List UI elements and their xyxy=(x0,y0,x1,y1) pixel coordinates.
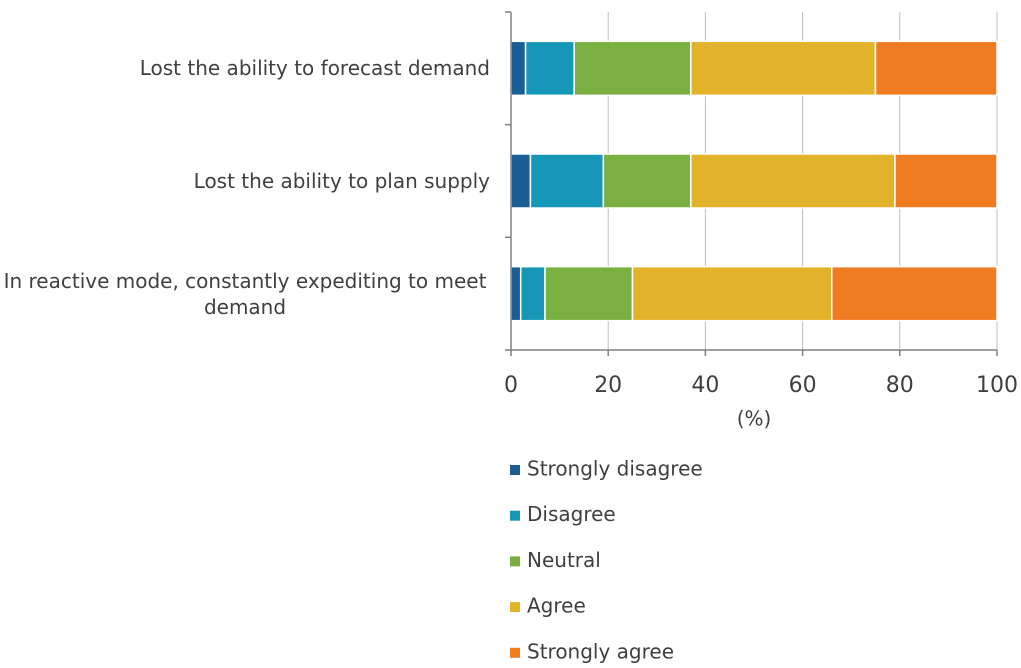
bar-segment xyxy=(874,40,998,97)
bar-segment xyxy=(690,40,877,97)
bar-segment xyxy=(831,265,998,322)
x-tick-label: 100 xyxy=(976,373,1018,398)
legend-label: Neutral xyxy=(527,548,601,572)
x-tick-label: 80 xyxy=(886,373,914,398)
bar-segment xyxy=(573,40,692,97)
bar-segment xyxy=(510,265,522,322)
x-tick-label: 40 xyxy=(691,373,719,398)
bar-segment xyxy=(602,153,692,209)
bar-segment xyxy=(510,40,527,97)
legend-label: Strongly disagree xyxy=(527,457,703,481)
y-tick-label: In reactive mode, constantly expediting … xyxy=(3,268,487,319)
bar-segment xyxy=(519,265,546,322)
y-tick-label: Lost the ability to forecast demand xyxy=(139,56,490,81)
bar-segment xyxy=(690,153,896,209)
x-tick-label: 20 xyxy=(594,373,622,398)
category-label-box: Lost the ability to forecast demand xyxy=(0,55,490,81)
legend-label: Strongly agree xyxy=(527,639,674,663)
y-tick-label: Lost the ability to plan supply xyxy=(193,169,490,193)
legend-label: Agree xyxy=(527,594,586,618)
bar-segment xyxy=(524,40,575,97)
bar-segment xyxy=(529,153,605,209)
bar-segment xyxy=(544,265,634,322)
legend-label: Disagree xyxy=(527,502,616,526)
legend-swatch xyxy=(510,510,520,521)
bar-segment xyxy=(631,265,833,322)
bar-segment xyxy=(510,153,532,209)
legend-swatch xyxy=(510,556,520,567)
legend-swatch xyxy=(510,647,520,658)
legend-swatch xyxy=(510,465,520,475)
bar-segment xyxy=(894,153,998,209)
legend-swatch xyxy=(510,602,520,613)
x-axis-label: (%) xyxy=(737,407,772,431)
category-label-box: In reactive mode, constantly expediting … xyxy=(0,268,490,320)
x-tick-label: 0 xyxy=(504,373,518,398)
x-tick-label: 60 xyxy=(789,373,817,398)
category-label-box: Lost the ability to plan supply xyxy=(0,168,490,194)
